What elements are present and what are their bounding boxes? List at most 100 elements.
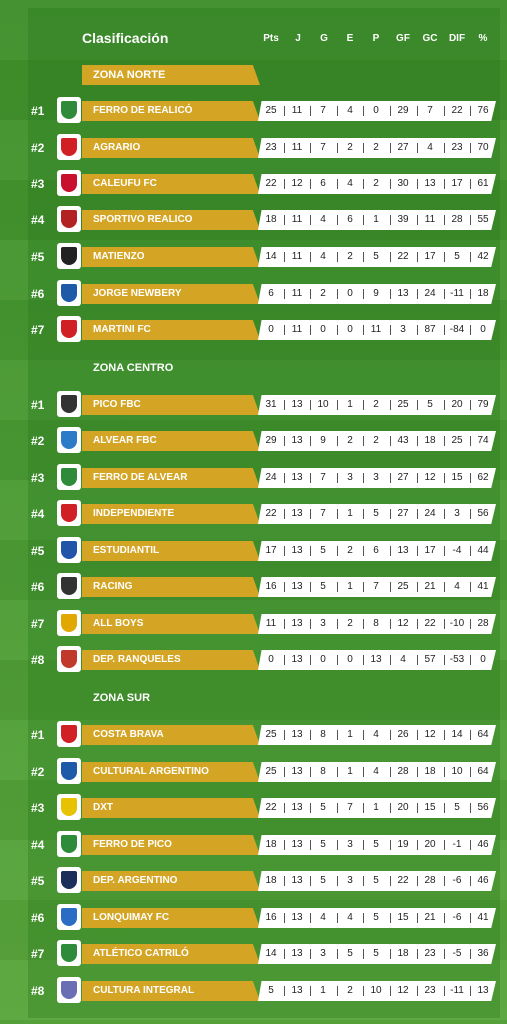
- stat-p: 4: [373, 766, 379, 777]
- table-row[interactable]: #2 CULTURAL ARGENTINO 25 13 8 1 4 28 18 10 64: [0, 758, 507, 786]
- table-row[interactable]: #3 CALEUFU FC 22 12 6 4 2 30 13 17 61: [0, 170, 507, 198]
- stat-e: 1: [347, 399, 353, 410]
- table-row[interactable]: #5 ESTUDIANTIL 17 13 5 2 6 13 17 -4 44: [0, 537, 507, 565]
- column-divider: [470, 730, 471, 740]
- column-divider: [416, 767, 418, 777]
- table-row[interactable]: #6 JORGE NEWBERY 6 11 2 0 9 13 24 -11 18: [0, 280, 507, 308]
- table-row[interactable]: #4 INDEPENDIENTE 22 13 7 1 5 27 24 3 56: [0, 500, 507, 528]
- column-divider: [363, 730, 364, 740]
- rank-label: #8: [31, 984, 45, 998]
- stat-dif: -11: [450, 288, 464, 299]
- table-row[interactable]: #8 CULTURA INTEGRAL 5 13 1 2 10 12 23 -11 13: [0, 977, 507, 1005]
- column-divider: [443, 325, 445, 335]
- stat-pts: 18: [265, 214, 277, 225]
- column-divider: [310, 876, 311, 886]
- team-name: CULTURAL ARGENTINO: [82, 762, 260, 782]
- table-row[interactable]: #6 RACING 16 13 5 1 7 25 21 4 41: [0, 573, 507, 601]
- table-row[interactable]: #7 MARTINI FC 0 11 0 0 11 3 87 -84 0: [0, 316, 507, 344]
- column-divider: [416, 509, 418, 519]
- stat-dif: 5: [454, 251, 460, 262]
- stat-gf: 4: [400, 654, 406, 665]
- column-divider: [443, 730, 445, 740]
- table-row[interactable]: #1 FERRO DE REALICÓ 25 11 7 4 0 29 7 22 76: [0, 97, 507, 125]
- column-divider: [416, 252, 418, 262]
- column-divider: [443, 252, 445, 262]
- stat-p: 5: [373, 839, 379, 850]
- column-divider: [470, 325, 471, 335]
- column-divider: [470, 803, 471, 813]
- stat-g: 0: [320, 654, 326, 665]
- table-row[interactable]: #3 DXT 22 13 5 7 1 20 15 5 56: [0, 794, 507, 822]
- column-divider: [336, 289, 338, 299]
- column-divider: [443, 619, 445, 629]
- stat-g: 6: [320, 178, 326, 189]
- column-divider: [310, 325, 311, 335]
- stat-pct: 36: [477, 948, 489, 959]
- column-divider: [336, 252, 338, 262]
- team-stats: 0 11 0 0 11 3 87 -84 0: [258, 320, 496, 340]
- column-divider: [363, 289, 364, 299]
- table-row[interactable]: #1 COSTA BRAVA 25 13 8 1 4 26 12 14 64: [0, 721, 507, 749]
- table-row[interactable]: #8 DEP. RANQUELES 0 13 0 0 13 4 57 -53 0: [0, 646, 507, 674]
- table-row[interactable]: #4 FERRO DE PICO 18 13 5 3 5 19 20 -1 46: [0, 831, 507, 859]
- column-divider: [416, 143, 418, 153]
- stat-e: 2: [347, 142, 353, 153]
- column-divider: [470, 436, 471, 446]
- rank-label: #5: [31, 544, 45, 558]
- stat-e: 3: [347, 839, 353, 850]
- stat-j: 13: [291, 948, 303, 959]
- shield-icon: [61, 138, 77, 156]
- column-divider: [284, 215, 285, 225]
- column-divider: [443, 289, 445, 299]
- team-stats: 6 11 2 0 9 13 24 -11 18: [258, 284, 496, 304]
- stat-e: 2: [347, 545, 353, 556]
- stat-dif: -4: [452, 545, 462, 556]
- team-stats: 22 13 5 7 1 20 15 5 56: [258, 798, 496, 818]
- stat-gf: 3: [400, 324, 406, 335]
- table-row[interactable]: #2 ALVEAR FBC 29 13 9 2 2 43 18 25 74: [0, 427, 507, 455]
- table-row[interactable]: #1 PICO FBC 31 13 10 1 2 25 5 20 79: [0, 391, 507, 419]
- team-crest-icon: [57, 391, 81, 417]
- col-g: G: [320, 33, 328, 44]
- column-divider: [310, 730, 311, 740]
- column-divider: [284, 767, 285, 777]
- column-divider: [336, 179, 338, 189]
- column-divider: [310, 179, 311, 189]
- stat-gf: 25: [397, 581, 409, 592]
- column-divider: [363, 143, 364, 153]
- table-row[interactable]: #7 ATLÉTICO CATRILÓ 14 13 3 5 5 18 23 -5 36: [0, 940, 507, 968]
- stat-dif: -6: [452, 875, 462, 886]
- stat-j: 13: [291, 435, 303, 446]
- table-row[interactable]: #5 DEP. ARGENTINO 18 13 5 3 5 22 28 -6 46: [0, 867, 507, 895]
- table-row[interactable]: #2 AGRARIO 23 11 7 2 2 27 4 23 70: [0, 134, 507, 162]
- table-row[interactable]: #7 ALL BOYS 11 13 3 2 8 12 22 -10 28: [0, 610, 507, 638]
- table-row[interactable]: #6 LONQUIMAY FC 16 13 4 4 5 15 21 -6 41: [0, 904, 507, 932]
- stat-pct: 42: [477, 251, 489, 262]
- team-name: AGRARIO: [82, 138, 260, 158]
- stat-g: 5: [320, 875, 326, 886]
- team-crest-icon: [57, 573, 81, 599]
- stat-dif: 28: [451, 214, 463, 225]
- stat-pts: 18: [265, 839, 277, 850]
- team-crest-icon: [57, 134, 81, 160]
- team-stats: 25 11 7 4 0 29 7 22 76: [258, 101, 496, 121]
- column-divider: [336, 143, 338, 153]
- stat-pct: 44: [477, 545, 489, 556]
- table-row[interactable]: #3 FERRO DE ALVEAR 24 13 7 3 3 27 12 15 62: [0, 464, 507, 492]
- stat-pct: 41: [477, 912, 489, 923]
- team-name: CALEUFU FC: [82, 174, 260, 194]
- team-crest-icon: [57, 316, 81, 342]
- column-divider: [470, 546, 471, 556]
- column-divider: [336, 767, 338, 777]
- column-divider: [310, 655, 311, 665]
- team-stats: 22 13 7 1 5 27 24 3 56: [258, 504, 496, 524]
- column-divider: [470, 913, 471, 923]
- shield-icon: [61, 981, 77, 999]
- column-divider: [363, 546, 364, 556]
- stat-pts: 16: [265, 912, 277, 923]
- stat-gc: 24: [424, 288, 436, 299]
- column-divider: [389, 179, 391, 189]
- stat-pct: 79: [477, 399, 489, 410]
- table-row[interactable]: #4 SPORTIVO REALICO 18 11 4 6 1 39 11 28 55: [0, 206, 507, 234]
- table-row[interactable]: #5 MATIENZO 14 11 4 2 5 22 17 5 42: [0, 243, 507, 271]
